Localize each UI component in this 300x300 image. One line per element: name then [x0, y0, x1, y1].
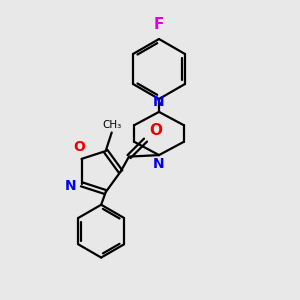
Text: CH₃: CH₃ [102, 119, 121, 130]
Text: N: N [153, 95, 165, 110]
Text: O: O [149, 123, 162, 138]
Text: O: O [73, 140, 85, 154]
Text: N: N [64, 179, 76, 193]
Text: F: F [154, 17, 164, 32]
Text: N: N [153, 158, 165, 172]
